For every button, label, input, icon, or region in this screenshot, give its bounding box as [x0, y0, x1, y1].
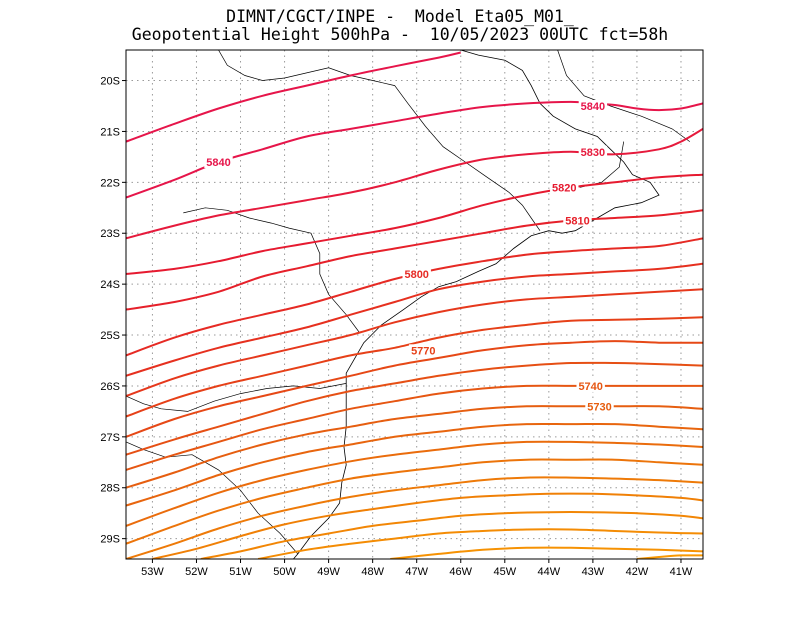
state-border [557, 50, 691, 142]
contour-labels: 5840 5840 5830 5820 5810 5800 5770 5740 5730 [204, 99, 614, 413]
plot-frame [125, 49, 704, 560]
contour-label-bg [576, 379, 605, 392]
contour-5750 [126, 361, 703, 456]
contour-label-bg [409, 344, 438, 357]
lat-tick-label: 27S [100, 432, 120, 444]
contour-label-5840: 5840 [581, 101, 605, 113]
lat-lon-grid [126, 50, 703, 559]
contour-label-5830: 5830 [581, 147, 605, 159]
lat-tick-label: 20S [100, 76, 120, 88]
lon-tick-label: 48W [361, 566, 384, 578]
contour-5760 [126, 340, 703, 438]
lat-tick-label: 29S [100, 534, 120, 546]
contour-5690 [126, 476, 703, 559]
contour-5840 [126, 100, 703, 199]
contour-5650 [390, 546, 703, 559]
map-title-line-1: DIMNT/CGCT/INPE - Model Eta05_M01_ [226, 7, 574, 26]
state-border [183, 207, 360, 333]
lon-tick-label: 51W [229, 566, 252, 578]
contour-label-5730: 5730 [587, 401, 611, 413]
contour-label-bg [204, 155, 233, 168]
contour-5680 [152, 492, 703, 559]
lon-tick-label: 42W [626, 566, 649, 578]
lat-tick-label: 23S [100, 228, 120, 240]
axis-ticks: 53W 52W 51W 50W 49W 48W 47W 46W 45W 44W 43W 42W 41W 2… [100, 76, 692, 578]
contour-5700 [126, 458, 703, 545]
lat-tick-label: 25S [100, 330, 120, 342]
contour-5820 [126, 173, 703, 275]
lon-tick-label: 46W [449, 566, 472, 578]
lat-tick-label: 21S [100, 126, 120, 138]
contour-5740 [126, 384, 703, 471]
contour-5850 [126, 51, 461, 143]
contour-5780 [126, 288, 703, 398]
contour-label-5840: 5840 [206, 157, 230, 169]
lon-tick-label: 43W [582, 566, 605, 578]
contour-label-bg [563, 214, 592, 227]
lon-tick-label: 44W [538, 566, 561, 578]
contour-label-5810: 5810 [565, 216, 589, 228]
lon-tick-label: 45W [493, 566, 516, 578]
contour-label-bg [402, 267, 431, 280]
lat-tick-label: 22S [100, 177, 120, 189]
contour-5810 [126, 209, 703, 311]
contour-label-5820: 5820 [552, 182, 576, 194]
contour-5830 [126, 128, 703, 240]
contour-label-5770: 5770 [411, 345, 435, 357]
contour-label-bg [578, 99, 608, 112]
contour-label-bg [585, 400, 614, 413]
contour-5670 [200, 511, 703, 559]
contour-5770 [126, 316, 703, 418]
contour-label-5800: 5800 [404, 269, 428, 281]
coastline-and-borders [126, 50, 691, 559]
state-border [126, 383, 347, 412]
lat-tick-label: 24S [100, 279, 120, 291]
contour-5790 [126, 262, 703, 377]
lon-tick-label: 47W [405, 566, 428, 578]
contour-5640 [636, 554, 703, 559]
contour-label-bg [550, 181, 579, 194]
contour-5660 [257, 528, 703, 559]
lon-tick-label: 41W [670, 566, 693, 578]
lon-tick-label: 52W [185, 566, 208, 578]
state-border [218, 50, 541, 231]
map-title-line-2: Geopotential Height 500hPa - 10/05/2023 … [131, 25, 669, 44]
coastline [293, 50, 660, 559]
lat-tick-label: 26S [100, 381, 120, 393]
contour-label-5740: 5740 [578, 381, 602, 393]
lat-tick-label: 28S [100, 483, 120, 495]
lon-tick-label: 50W [273, 566, 296, 578]
contour-5720 [126, 422, 703, 507]
contour-lines [126, 51, 703, 559]
contour-label-bg [578, 145, 608, 158]
lon-tick-label: 53W [141, 566, 164, 578]
contour-5730 [126, 405, 703, 489]
contour-5710 [126, 440, 703, 527]
lon-tick-label: 49W [317, 566, 340, 578]
